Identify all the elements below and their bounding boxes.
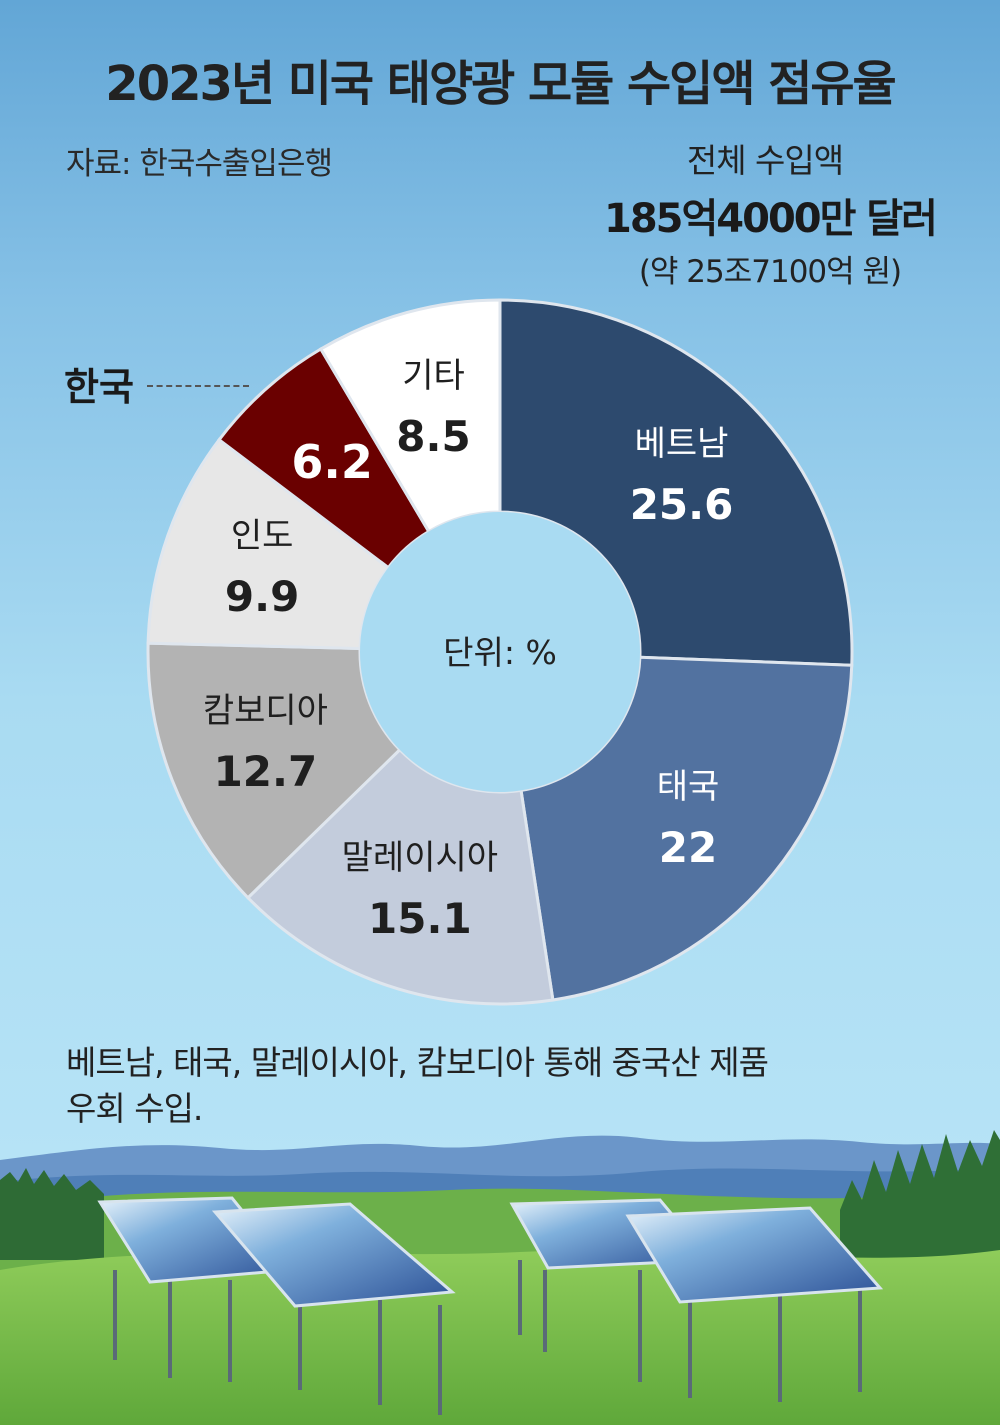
slice-name-label: 말레이시아 — [342, 838, 498, 878]
source-note: 자료: 한국수출입은행 — [66, 146, 333, 182]
solar-panels-right — [509, 1198, 884, 1304]
chart-title: 2023년 미국 태양광 모듈 수입액 점유율 — [105, 56, 896, 112]
footnote-line: 베트남, 태국, 말레이시아, 캄보디아 통해 중국산 제품 — [66, 1043, 769, 1082]
donut-chart: 단위: % 베트남 25.6 태국 22 말레이시아 15.1 캄보디아 12.7 인도 9.9 6… — [146, 298, 854, 1006]
slice-name-label: 인도 — [231, 516, 294, 556]
slice-name-label: 캄보디아 — [203, 691, 328, 731]
solar-landscape-illustration — [0, 1130, 1000, 1425]
unit-label: 단위: % — [443, 633, 557, 672]
slice-value-label: 12.7 — [214, 747, 318, 796]
footnote: 베트남, 태국, 말레이시아, 캄보디아 통해 중국산 제품 우회 수입. — [66, 1040, 966, 1132]
total-import-label: 전체 수입액 — [686, 141, 844, 180]
slice-value-label: 25.6 — [630, 480, 734, 529]
korea-callout-leader — [147, 385, 249, 387]
slice-value-label: 6.2 — [291, 435, 373, 489]
donut-slice — [146, 437, 391, 651]
total-import-value: 185억4000만 달러 — [604, 196, 938, 242]
donut-hole — [360, 512, 640, 792]
slice-value-label: 15.1 — [368, 894, 472, 943]
slice-value-label: 8.5 — [396, 412, 470, 461]
slice-value-label: 22 — [659, 823, 717, 872]
slice-name-label: 베트남 — [635, 424, 729, 464]
slice-name-label: 기타 — [402, 356, 465, 396]
slice-name-label: 태국 — [657, 767, 720, 807]
forest-left — [0, 1168, 104, 1260]
korea-callout-label: 한국 — [64, 365, 134, 409]
total-import-krw: (약 25조7100억 원) — [638, 254, 902, 290]
footnote-line: 우회 수입. — [66, 1089, 203, 1128]
slice-value-label: 9.9 — [225, 572, 299, 621]
donut-slice — [498, 298, 854, 667]
solar-panels-left — [97, 1196, 456, 1308]
